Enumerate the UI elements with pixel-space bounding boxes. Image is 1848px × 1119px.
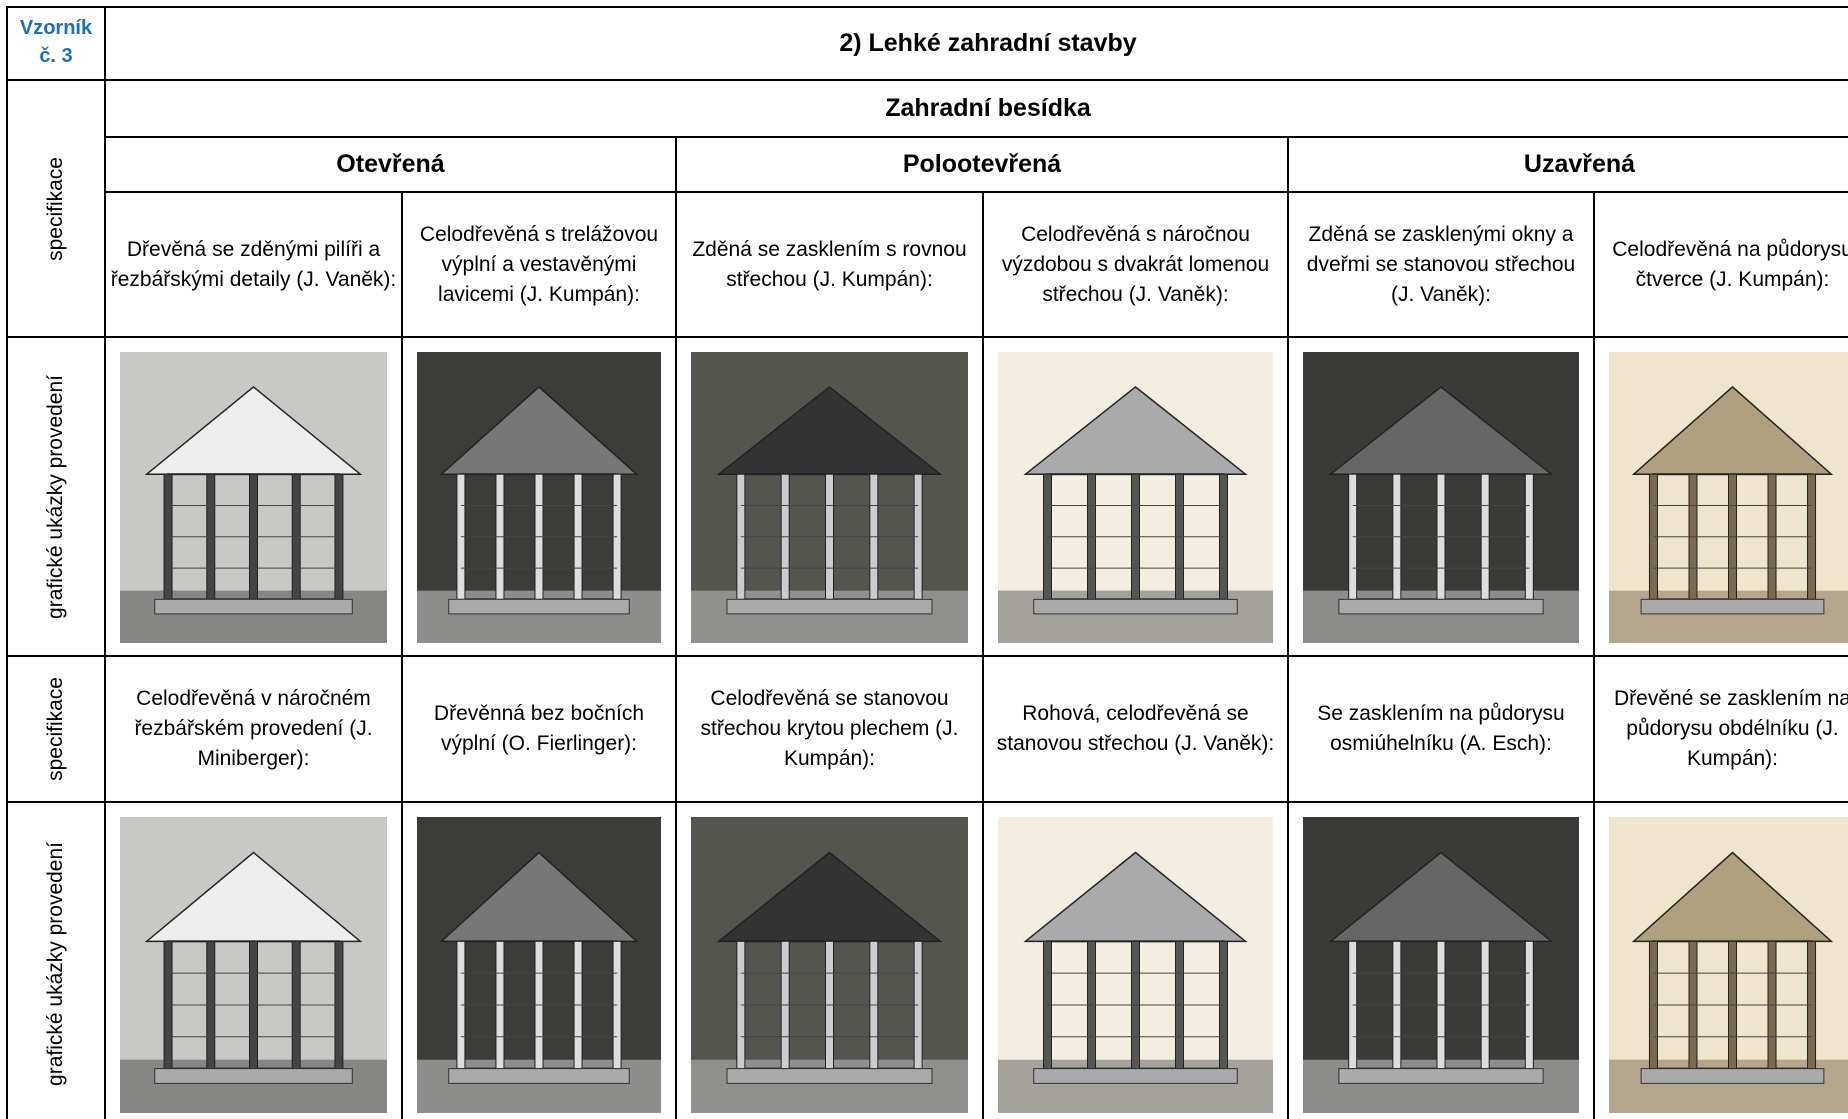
gazebo-image <box>1609 817 1848 1113</box>
image-shape <box>1338 598 1544 615</box>
title-text: 2) Lehké zahradní stavby <box>839 29 1137 57</box>
image-shape <box>1033 598 1238 615</box>
spec-cell: Celodřevěná v náročném řezbářském proved… <box>104 655 403 803</box>
gazebo-image <box>691 817 968 1113</box>
gazebo-image <box>691 352 968 643</box>
image-shape <box>1033 1068 1238 1084</box>
category: Zahradní besídka <box>104 79 1848 138</box>
image-shape <box>1640 1068 1825 1084</box>
spec-cell-text: Dřevěná se zděnými pilíři a řezbářskými … <box>110 237 397 291</box>
group-header-text: Otevřená <box>336 150 445 178</box>
spec-cell-text: Celodřevěná v náročném řezbářském proved… <box>134 687 373 770</box>
image-shape <box>1640 598 1825 615</box>
spec-cell-text: Dřevěnná bez bočních výplní (O. Fierling… <box>433 702 645 755</box>
row-label: grafické ukázky provedení <box>6 801 106 1119</box>
spec-cell: Celodřevěná s náročnou výzdobou s dvakrá… <box>982 191 1289 338</box>
spec-cell: Celodřevěná se stanovou střechou krytou … <box>675 655 984 803</box>
gazebo-image <box>1303 352 1579 643</box>
spec-cell-text: Se zasklením na půdorysu osmiúhelníku (A… <box>1317 702 1565 755</box>
spec-cell: Zděná se zasklením s rovnou střechou (J.… <box>675 191 984 338</box>
row-label-text: specifikace <box>44 156 67 261</box>
gazebo-image <box>998 352 1273 643</box>
spec-cell-text: Celodřevěná se stanovou střechou krytou … <box>700 687 959 770</box>
spec-cell: Rohová, celodřevěná se stanovou střechou… <box>982 655 1289 803</box>
spec-cell: Celodřevěná s trelážovou výplní a vestav… <box>401 191 677 338</box>
spec-cell: Dřevěná se zděnými pilíři a řezbářskými … <box>104 191 403 338</box>
row-label: specifikace <box>6 655 106 803</box>
spec-cell-text: Celodřevěná na půdorysu čtverce (J. Kump… <box>1612 237 1848 291</box>
row-label: grafické ukázky provedení <box>6 336 106 657</box>
group-header: Otevřená <box>104 136 677 193</box>
group-header-text: Uzavřená <box>1523 150 1636 178</box>
gazebo-image <box>1609 352 1848 643</box>
gazebo-image <box>120 352 387 643</box>
image-shape <box>726 1068 933 1084</box>
image-shape <box>154 1068 353 1084</box>
spec-cell-text: Zděná se zasklením s rovnou střechou (J.… <box>692 237 967 291</box>
row-label-text: grafické ukázky provedení <box>44 374 67 619</box>
row-label: specifikace <box>6 79 106 338</box>
group-header: Polootevřená <box>675 136 1289 193</box>
image-shape <box>726 598 933 615</box>
group-header: Uzavřená <box>1287 136 1848 193</box>
gazebo-image <box>417 817 661 1113</box>
spec-cell: Dřevěnná bez bočních výplní (O. Fierling… <box>401 655 677 803</box>
category-text: Zahradní besídka <box>885 94 1091 122</box>
spec-cell: Celodřevěná na půdorysu čtverce (J. Kump… <box>1593 191 1848 338</box>
sample-label-text: Vzorník č. 3 <box>19 17 93 67</box>
image-shape <box>1338 1068 1544 1084</box>
spec-cell-text: Dřevěné se zasklením na půdorysu obdélní… <box>1614 687 1848 770</box>
spec-cell: Se zasklením na půdorysu osmiúhelníku (A… <box>1287 655 1595 803</box>
title: 2) Lehké zahradní stavby <box>104 6 1848 81</box>
gazebo-image <box>417 352 661 643</box>
group-header-text: Polootevřená <box>902 150 1062 178</box>
spec-cell-text: Celodřevěná s trelážovou výplní a vestav… <box>419 222 659 306</box>
image-shape <box>154 598 353 615</box>
spec-cell-text: Celodřevěná s náročnou výzdobou s dvakrá… <box>1001 222 1270 306</box>
spec-cell-text: Zděná se zasklenými okny a dveřmi se sta… <box>1306 222 1576 306</box>
gazebo-image <box>998 817 1273 1113</box>
image-shape <box>448 1068 630 1084</box>
sample-label: Vzorník č. 3 <box>6 6 106 81</box>
spec-cell-text: Rohová, celodřevěná se stanovou střechou… <box>996 702 1275 755</box>
spec-cell: Dřevěné se zasklením na půdorysu obdélní… <box>1593 655 1848 803</box>
gazebo-image <box>120 817 387 1113</box>
spec-cell: Zděná se zasklenými okny a dveřmi se sta… <box>1287 191 1595 338</box>
row-label-text: grafické ukázky provedení <box>44 842 67 1086</box>
image-shape <box>448 598 630 615</box>
gazebo-image <box>1303 817 1579 1113</box>
row-label-text: specifikace <box>44 677 67 781</box>
